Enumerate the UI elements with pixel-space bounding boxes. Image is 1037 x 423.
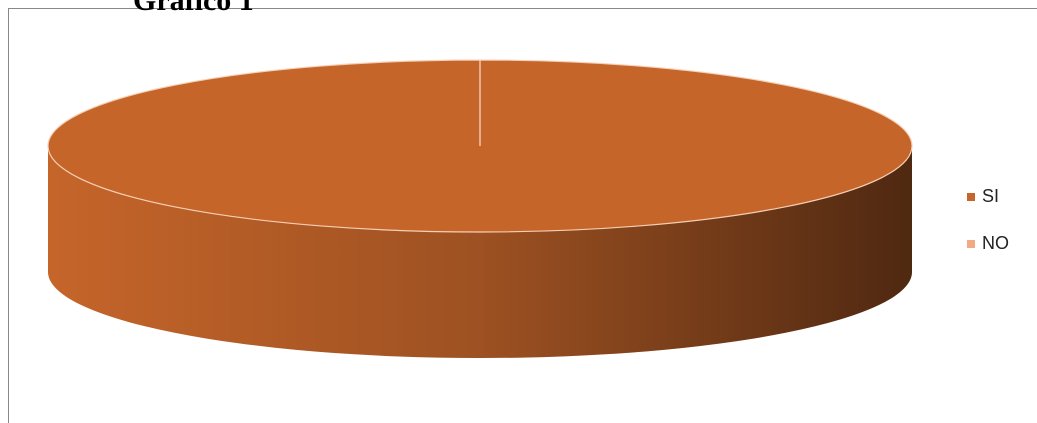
chart-title: Gráfico 1 [133, 0, 254, 17]
legend-swatch [967, 193, 975, 201]
legend-swatch [967, 240, 975, 248]
legend-label: SI [982, 186, 999, 206]
legend-label: NO [982, 233, 1009, 253]
pie-side-shade [48, 146, 912, 358]
